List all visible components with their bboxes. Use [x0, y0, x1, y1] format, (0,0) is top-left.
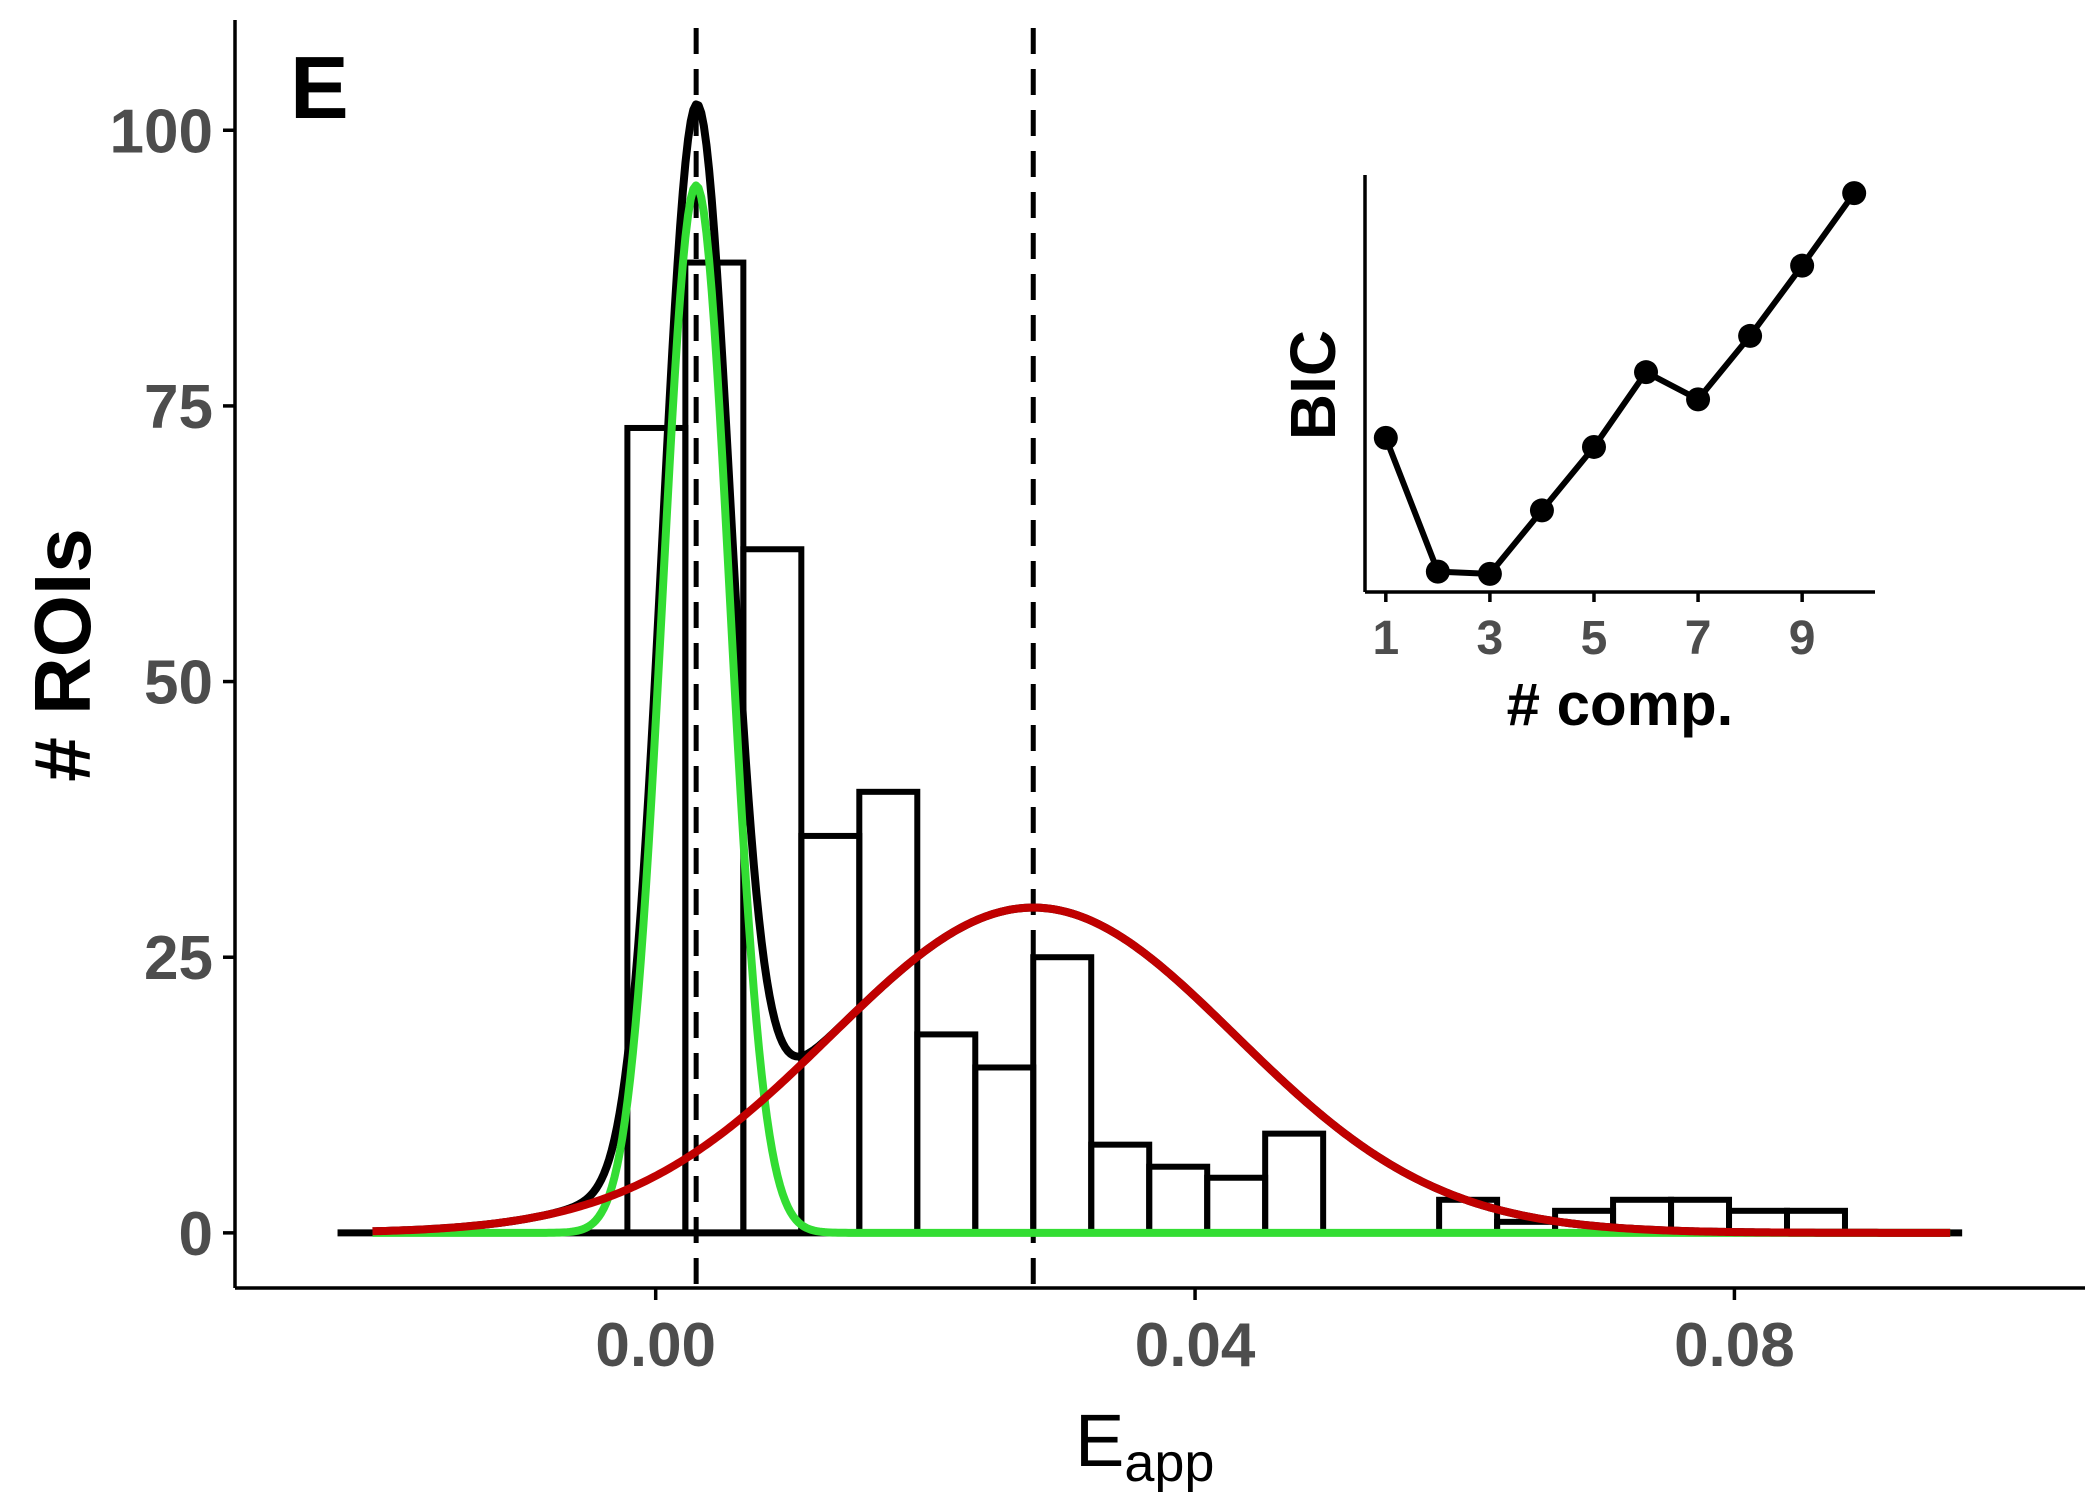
inset-x-tick-label: 3 [1477, 612, 1504, 665]
y-tick-label: 0 [179, 1200, 213, 1269]
inset-bic-point [1529, 498, 1554, 523]
inset-bic-point [1634, 360, 1659, 385]
inset-x-tick-label: 5 [1581, 612, 1608, 665]
component-high-curve [371, 903, 1952, 1237]
inset-bic-point [1686, 387, 1711, 412]
inset-bic-point [1581, 434, 1606, 459]
inset-bic-point [1373, 425, 1398, 450]
x-axis-title-main: E [1075, 1399, 1124, 1482]
x-axis-title-subscript: app [1124, 1433, 1214, 1493]
inset-x-axis-title: # comp. [1507, 671, 1734, 738]
y-tick-label: 75 [144, 373, 213, 442]
inset-bic-point [1425, 559, 1450, 584]
mixture-curves [371, 100, 1952, 1237]
inset-bic-point [1842, 181, 1867, 206]
y-axis-title: # ROIs [18, 528, 107, 781]
inset-y-axis-title: BIC [1277, 330, 1349, 440]
inset-x-tick-label: 7 [1685, 612, 1712, 665]
inset-bic-point [1477, 561, 1502, 586]
x-tick-label: 0.00 [595, 1311, 716, 1380]
mean-markers [693, 28, 1036, 1288]
y-tick-label: 25 [144, 924, 213, 993]
y-tick-label: 100 [110, 97, 213, 166]
inset-x-axis-ticks: 1 3 5 7 9 [1372, 592, 1815, 665]
x-axis-ticks: 0.00 0.04 0.08 [595, 1288, 1795, 1380]
x-axis-title: Eapp [1075, 1399, 1214, 1493]
inset-x-tick-label: 1 [1372, 612, 1399, 665]
inset-x-tick-label: 9 [1789, 612, 1816, 665]
y-tick-label: 50 [144, 649, 213, 718]
x-tick-label: 0.04 [1135, 1311, 1256, 1380]
panel-label: E [290, 38, 349, 137]
inset-bic-point [1790, 253, 1815, 278]
x-tick-label: 0.08 [1674, 1311, 1795, 1380]
inset-bic-panel: 1 3 5 7 9 BIC # comp. [1277, 175, 1875, 738]
inset-bic-points [1373, 181, 1867, 586]
inset-bic-point [1738, 323, 1763, 348]
inset-bic-line [1383, 191, 1857, 577]
y-axis-ticks: 0 25 50 75 100 [110, 97, 235, 1269]
